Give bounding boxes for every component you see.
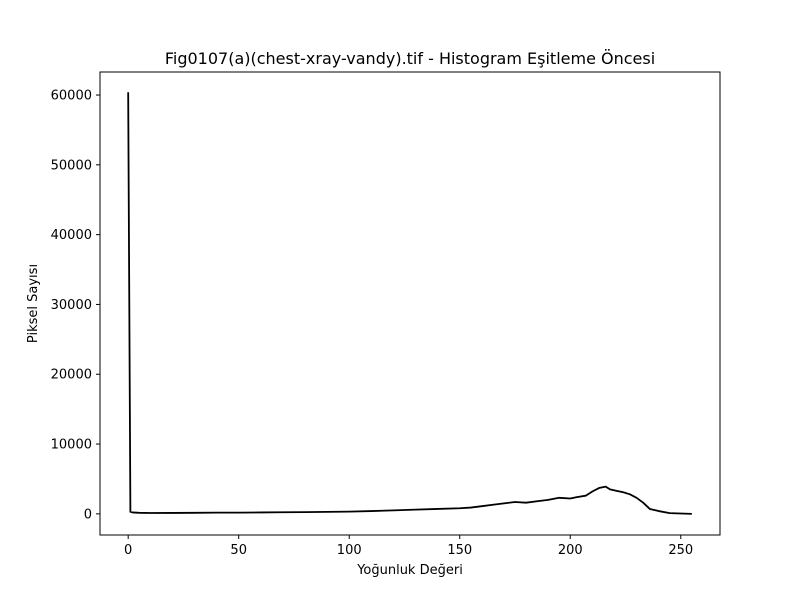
histogram-line (127, 92, 692, 515)
y-tick-label: 60000 (51, 89, 92, 104)
y-tick-label: 0 (84, 507, 92, 522)
y-tick-label: 10000 (51, 438, 92, 453)
y-tick-label: 30000 (51, 298, 92, 313)
x-tick-label: 50 (230, 543, 247, 558)
x-tick-label: 250 (668, 543, 693, 558)
chart-title: Fig0107(a)(chest-xray-vandy).tif - Histo… (165, 49, 655, 68)
axes-frame (99, 71, 721, 536)
y-tick-label: 40000 (51, 228, 92, 243)
x-axis-label: Yoğunluk Değeri (356, 563, 463, 578)
x-tick-label: 100 (337, 543, 362, 558)
y-tick-label: 50000 (51, 158, 92, 173)
x-tick-label: 150 (447, 543, 472, 558)
x-tick-label: 0 (124, 543, 132, 558)
y-tick-label: 20000 (51, 368, 92, 383)
plot-area (127, 92, 692, 515)
y-axis-label: Piksel Sayısı (26, 264, 41, 343)
axis-ticks: 0 50 100 150 200 250 0 10000 20000 30000 40000 5000… (51, 89, 694, 558)
x-tick-label: 200 (558, 543, 583, 558)
